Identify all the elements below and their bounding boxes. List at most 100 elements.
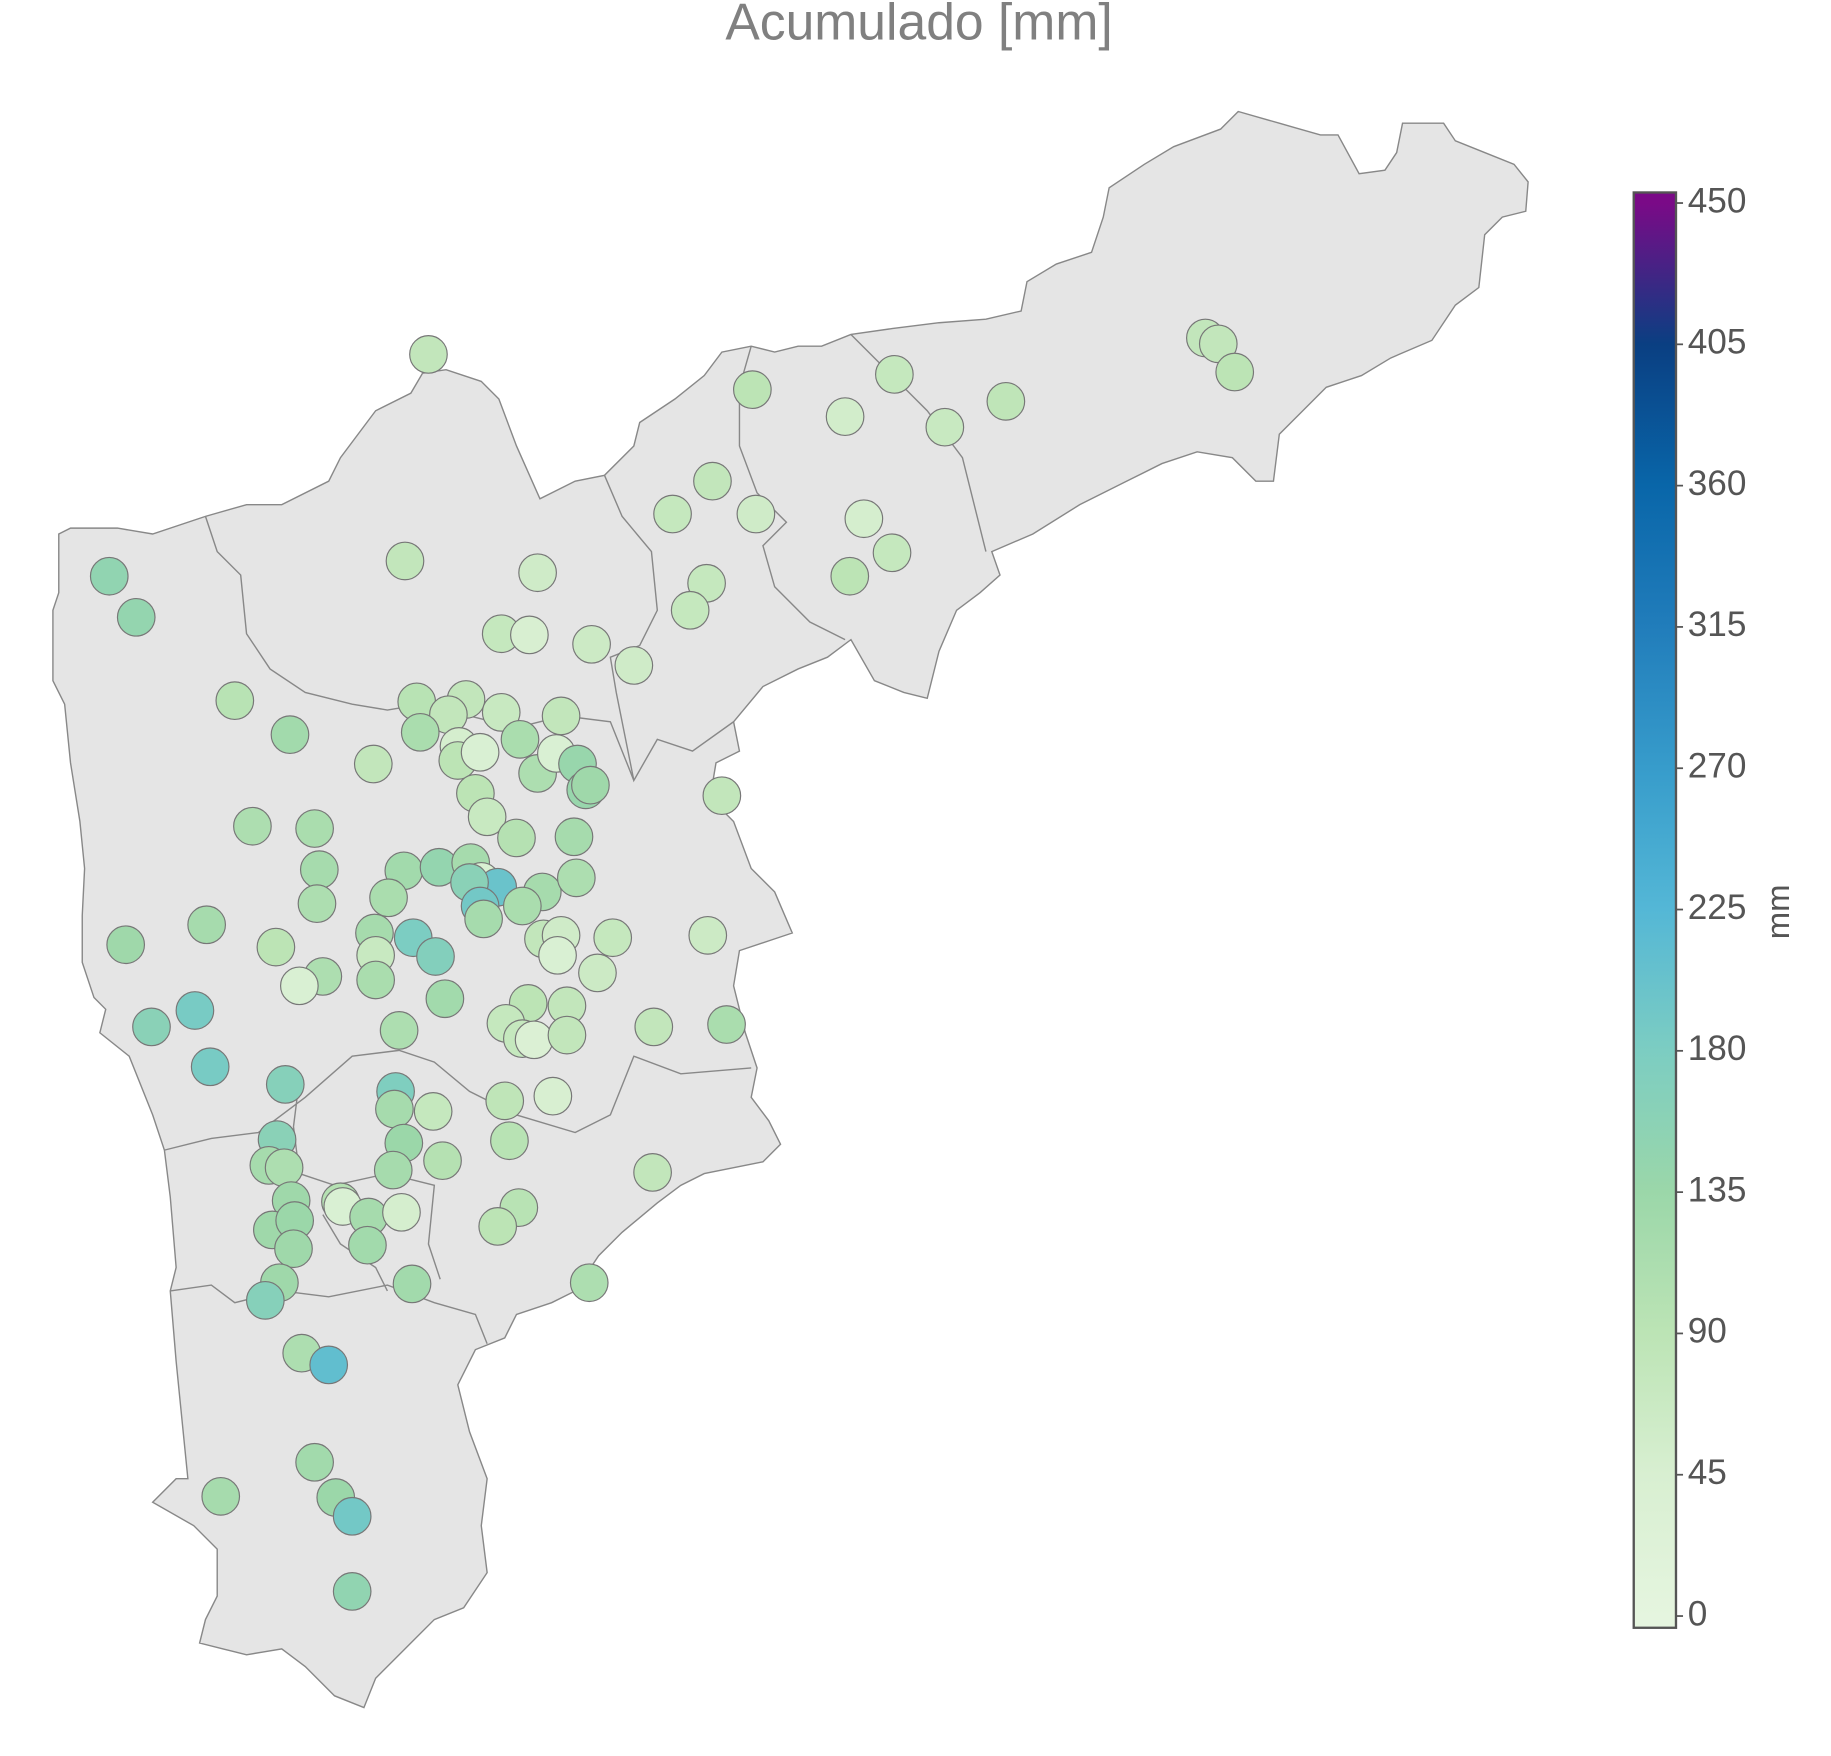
station-point — [541, 696, 581, 736]
colorbar-tick-label: 45 — [1688, 1453, 1727, 1492]
colorbar-tick-label: 180 — [1688, 1029, 1747, 1068]
station-point — [467, 797, 507, 837]
station-point — [571, 765, 610, 805]
chart-title: Acumulado [mm] — [725, 0, 1112, 50]
station-point — [514, 1020, 554, 1060]
station-point — [538, 935, 577, 975]
station-point — [187, 905, 227, 945]
colorbar-tick-label: 225 — [1688, 888, 1747, 927]
boundary — [738, 346, 846, 641]
colorbar-label: mm — [1759, 885, 1796, 940]
station-point — [733, 370, 772, 409]
station-point — [270, 715, 310, 755]
station-point — [274, 1229, 313, 1269]
colorbar-tick-label: 270 — [1688, 747, 1747, 786]
station-point — [614, 646, 654, 685]
station-point — [502, 886, 542, 926]
boundary — [850, 333, 987, 552]
station-point — [233, 806, 272, 846]
colorbar-tick-label: 360 — [1688, 464, 1747, 503]
station-point — [872, 533, 912, 573]
station-point — [547, 1015, 587, 1055]
station-point — [279, 966, 319, 1006]
station-point — [518, 553, 557, 593]
station-point — [89, 556, 129, 596]
colorbar-tick-label: 90 — [1688, 1312, 1727, 1351]
station-point — [569, 1263, 609, 1303]
station-point — [297, 884, 337, 924]
station-point — [510, 615, 549, 655]
station-point — [413, 1092, 453, 1131]
station-point — [332, 1572, 372, 1611]
station-point — [353, 744, 393, 784]
station-point — [578, 953, 617, 993]
station-point — [295, 1442, 334, 1482]
station-point — [572, 624, 611, 664]
station-point — [653, 494, 692, 534]
station-point — [556, 858, 596, 898]
station-point — [116, 597, 156, 637]
station-point — [423, 1141, 462, 1181]
station-point — [497, 818, 536, 858]
station-point — [634, 1007, 674, 1047]
colorbar-tick-label: 315 — [1688, 605, 1747, 644]
station-point — [409, 335, 448, 374]
station-point — [707, 1005, 746, 1044]
station-point — [481, 693, 521, 732]
station-point — [299, 850, 339, 889]
station-point — [369, 878, 408, 918]
station-point — [382, 1192, 421, 1232]
station-point — [416, 937, 455, 976]
station-point — [1215, 352, 1255, 392]
station-point — [356, 960, 396, 1000]
station-point — [688, 915, 728, 955]
station-point — [693, 461, 732, 501]
station-point — [400, 712, 440, 752]
station-point — [373, 1150, 413, 1190]
station-point — [256, 927, 296, 967]
station-point — [175, 991, 215, 1030]
station-point — [425, 979, 465, 1019]
station-point — [464, 899, 503, 939]
colorbar-tick-label: 135 — [1688, 1170, 1747, 1209]
colorbar — [1632, 191, 1678, 1629]
boundary — [603, 475, 735, 783]
region-map — [52, 110, 1529, 1709]
station-point — [132, 1007, 171, 1047]
colorbar-tick-label: 450 — [1688, 181, 1747, 220]
station-point — [264, 1148, 304, 1188]
station-point — [844, 499, 884, 539]
station-point — [201, 1476, 241, 1516]
colorbar-tick-label: 405 — [1688, 323, 1747, 362]
station-point — [106, 925, 146, 965]
station-point — [215, 681, 255, 720]
station-point — [554, 817, 594, 857]
station-point — [490, 1121, 529, 1161]
station-point — [478, 1207, 518, 1246]
station-point — [925, 407, 965, 447]
station-point — [295, 809, 334, 848]
boundary — [170, 1284, 488, 1345]
station-point — [670, 590, 710, 630]
station-point — [485, 1081, 525, 1121]
station-point — [392, 1264, 432, 1304]
station-point — [830, 556, 870, 596]
station-point — [500, 719, 540, 759]
station-point — [825, 397, 865, 436]
station-point — [332, 1496, 372, 1536]
station-point — [702, 776, 742, 816]
station-point — [375, 1089, 414, 1129]
station-point — [633, 1153, 672, 1192]
station-point — [190, 1047, 230, 1087]
station-point — [875, 355, 914, 394]
station-point — [593, 918, 633, 958]
station-point — [986, 382, 1026, 421]
station-point — [245, 1280, 285, 1320]
station-point — [309, 1345, 349, 1385]
colorbar-tick-label: 0 — [1688, 1594, 1708, 1633]
station-point — [348, 1225, 387, 1265]
station-point — [265, 1065, 305, 1104]
station-point — [736, 494, 776, 534]
station-point — [533, 1076, 573, 1116]
